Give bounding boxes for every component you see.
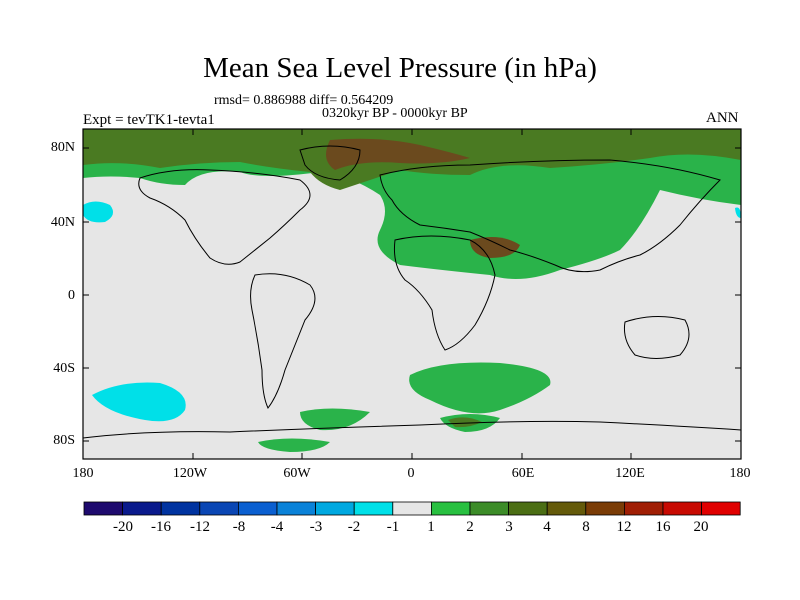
colorbar-label: 1 <box>427 519 435 535</box>
lon-label-60w: 60W <box>283 466 311 481</box>
colorbar-label: -12 <box>190 519 210 535</box>
greenland-outline <box>299 145 361 181</box>
colorbar-label: 16 <box>655 519 671 535</box>
colorbar-swatch <box>469 501 509 516</box>
lat-label-80s: 80S <box>53 433 75 448</box>
season-label: ANN <box>706 110 739 126</box>
arctic-green-band <box>83 129 741 279</box>
lon-ticks <box>192 129 632 459</box>
colorbar-swatch <box>315 501 355 516</box>
south-pacific-cyan-patch <box>92 382 186 422</box>
colorbar-swatch <box>430 501 471 516</box>
lon-label-120w: 120W <box>172 466 208 481</box>
lon-label-0: 0 <box>407 466 415 481</box>
colorbar <box>83 501 741 516</box>
lat-label-0: 0 <box>68 288 75 303</box>
colorbar-label: -4 <box>270 519 284 535</box>
africa-outline <box>394 235 496 351</box>
colorbar-swatch <box>83 501 123 516</box>
colorbar-swatch <box>508 501 548 516</box>
lon-label-60e: 60E <box>511 466 535 481</box>
colorbar-label: 8 <box>582 519 590 535</box>
arctic-brown-patch <box>326 138 470 170</box>
australia-outline <box>624 316 690 359</box>
lat-label-80n: 80N <box>50 140 75 155</box>
lat-label-40n: 40N <box>50 215 75 230</box>
north-america-outline <box>138 169 311 265</box>
eurasia-outline <box>379 159 721 273</box>
colorbar-label: -1 <box>386 519 400 535</box>
colorbar-label: 2 <box>466 519 474 535</box>
south-america-outline <box>250 273 316 409</box>
colorbar-swatch <box>392 501 432 516</box>
east-edge-cyan-patch <box>735 207 741 218</box>
colorbar-label: -2 <box>347 519 361 535</box>
colorbar-swatch <box>353 501 394 516</box>
lon-label-120e: 120E <box>615 466 645 481</box>
antarctica-outline <box>83 420 741 439</box>
antarctic-green-patch-1 <box>258 438 330 452</box>
colorbar-swatch <box>160 501 201 516</box>
colorbar-swatch <box>546 501 587 516</box>
north-pacific-cyan-patch <box>83 201 114 223</box>
coastlines <box>83 145 741 439</box>
map-field <box>83 129 741 459</box>
middle-east-brown-patch <box>470 236 520 258</box>
colorbar-swatch <box>585 501 625 516</box>
colorbar-label: -16 <box>151 519 171 535</box>
colorbar-swatch <box>237 501 278 516</box>
experiment-label: Expt = tevTK1-tevta1 <box>83 112 215 128</box>
colorbar-swatch <box>662 501 702 516</box>
south-atlantic-green-patch <box>409 362 551 414</box>
lat-ticks <box>83 147 741 442</box>
map-title: Mean Sea Level Pressure (in hPa) <box>203 52 597 84</box>
colorbar-swatch <box>624 501 664 516</box>
rmsd-diff-stats: rmsd= 0.886988 diff= 0.564209 <box>214 93 394 108</box>
lon-label-180w: 180 <box>72 466 94 481</box>
antarctic-green-patch-2 <box>300 408 370 431</box>
colorbar-label: 12 <box>616 519 632 535</box>
colorbar-label: 20 <box>693 519 709 535</box>
antarctic-olive-patch <box>448 417 482 428</box>
lon-label-180e: 180 <box>729 466 751 481</box>
colorbar-swatch <box>701 501 741 516</box>
colorbar-label: 4 <box>543 519 551 535</box>
colorbar-label: 3 <box>505 519 513 535</box>
colorbar-label: -8 <box>232 519 246 535</box>
colorbar-swatch <box>276 501 316 516</box>
colorbar-label: -20 <box>113 519 133 535</box>
colorbar-swatch <box>122 501 162 516</box>
time-period: 0320kyr BP - 0000kyr BP <box>322 106 468 121</box>
lat-label-40s: 40S <box>53 361 75 376</box>
colorbar-swatch <box>199 501 239 516</box>
colorbar-label: -3 <box>309 519 323 535</box>
